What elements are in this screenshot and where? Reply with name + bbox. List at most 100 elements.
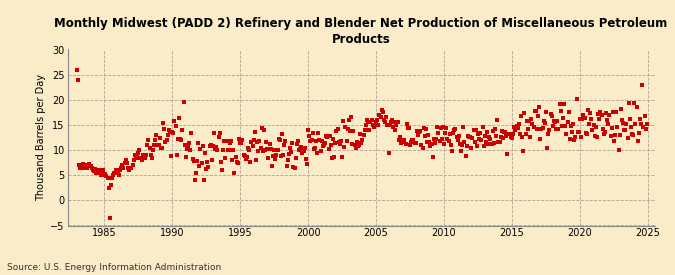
Point bbox=[148, 148, 159, 152]
Point bbox=[284, 152, 294, 156]
Point bbox=[209, 131, 219, 135]
Point bbox=[534, 105, 545, 109]
Point bbox=[197, 144, 208, 148]
Point bbox=[261, 140, 271, 144]
Point bbox=[364, 128, 375, 132]
Point bbox=[74, 163, 84, 167]
Point bbox=[526, 117, 537, 121]
Point bbox=[591, 134, 602, 139]
Point bbox=[574, 130, 585, 135]
Point bbox=[289, 166, 300, 170]
Point bbox=[91, 170, 102, 175]
Point bbox=[383, 150, 394, 155]
Point bbox=[486, 142, 497, 147]
Point bbox=[314, 138, 325, 143]
Point bbox=[262, 147, 273, 151]
Point bbox=[200, 167, 211, 172]
Point bbox=[280, 139, 291, 143]
Point bbox=[539, 119, 549, 123]
Point bbox=[99, 173, 109, 177]
Point bbox=[421, 127, 431, 131]
Point bbox=[210, 147, 221, 152]
Point bbox=[239, 154, 250, 158]
Point bbox=[460, 153, 471, 158]
Point bbox=[173, 116, 184, 120]
Point bbox=[285, 146, 296, 150]
Point bbox=[475, 130, 486, 135]
Point bbox=[448, 131, 458, 135]
Point bbox=[143, 138, 154, 142]
Point bbox=[384, 123, 395, 127]
Point bbox=[304, 134, 315, 138]
Point bbox=[120, 158, 131, 162]
Point bbox=[163, 128, 174, 132]
Point bbox=[187, 157, 198, 161]
Point bbox=[215, 131, 225, 136]
Point bbox=[116, 166, 127, 170]
Point bbox=[271, 153, 281, 157]
Point bbox=[200, 150, 211, 155]
Point bbox=[273, 137, 284, 141]
Point bbox=[157, 146, 167, 150]
Point bbox=[130, 153, 140, 157]
Point bbox=[138, 155, 149, 160]
Point bbox=[252, 139, 263, 144]
Point bbox=[588, 123, 599, 128]
Point bbox=[637, 83, 648, 88]
Point bbox=[299, 145, 310, 150]
Point bbox=[599, 130, 610, 134]
Point bbox=[337, 155, 348, 159]
Point bbox=[612, 124, 623, 129]
Point bbox=[423, 133, 433, 138]
Point bbox=[382, 123, 393, 127]
Point bbox=[522, 127, 533, 131]
Point bbox=[493, 139, 504, 144]
Point bbox=[545, 112, 556, 117]
Point bbox=[95, 170, 105, 175]
Point bbox=[616, 107, 626, 111]
Point bbox=[551, 127, 562, 131]
Point bbox=[160, 139, 171, 144]
Point bbox=[506, 135, 516, 139]
Point bbox=[340, 125, 351, 129]
Point bbox=[489, 127, 500, 131]
Point bbox=[277, 132, 288, 136]
Point bbox=[416, 143, 427, 147]
Point bbox=[292, 139, 303, 143]
Point bbox=[424, 140, 435, 144]
Point bbox=[441, 126, 452, 130]
Point bbox=[379, 118, 389, 122]
Point bbox=[85, 164, 96, 168]
Point bbox=[207, 157, 217, 162]
Point bbox=[244, 147, 254, 152]
Point bbox=[347, 141, 358, 146]
Point bbox=[639, 114, 650, 119]
Point bbox=[595, 110, 605, 114]
Point bbox=[624, 117, 635, 122]
Point bbox=[510, 128, 521, 132]
Point bbox=[589, 134, 600, 139]
Point bbox=[113, 173, 124, 177]
Point bbox=[329, 155, 340, 159]
Point bbox=[536, 126, 547, 131]
Point bbox=[335, 139, 346, 143]
Point bbox=[594, 116, 605, 121]
Point bbox=[190, 178, 200, 182]
Point bbox=[172, 136, 183, 141]
Point bbox=[544, 128, 555, 132]
Point bbox=[443, 139, 454, 143]
Point bbox=[175, 137, 186, 142]
Point bbox=[450, 127, 461, 131]
Point bbox=[603, 122, 614, 126]
Point bbox=[432, 124, 443, 129]
Point bbox=[128, 158, 139, 162]
Point bbox=[88, 168, 99, 172]
Point bbox=[313, 131, 324, 135]
Point bbox=[275, 154, 286, 158]
Point bbox=[457, 143, 468, 148]
Point bbox=[342, 127, 353, 131]
Point bbox=[591, 125, 601, 129]
Point bbox=[198, 178, 209, 182]
Point bbox=[422, 140, 433, 144]
Point bbox=[508, 132, 518, 136]
